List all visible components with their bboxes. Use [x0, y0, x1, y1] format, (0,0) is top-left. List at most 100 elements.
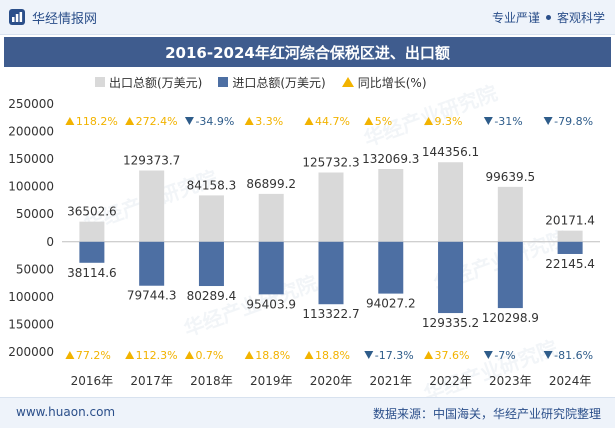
footer-source: 数据来源：中国海关，华经产业研究院整理: [372, 407, 601, 421]
legend-import-label: 进口总额(万美元): [232, 75, 326, 90]
export-value-label: 84158.3: [187, 178, 237, 192]
export-growth-label: -34.9%: [195, 115, 234, 128]
x-tick-label: 2017年: [130, 374, 173, 388]
import-growth-label: 0.7%: [195, 349, 223, 362]
import-bar: [557, 241, 583, 254]
growth-up-icon: [424, 117, 434, 125]
growth-down-icon: [483, 351, 493, 359]
import-growth-label: 18.8%: [315, 349, 350, 362]
growth-up-icon: [65, 117, 75, 125]
growth-up-icon: [364, 117, 374, 125]
export-growth-label: 3.3%: [255, 115, 283, 128]
import-growth-label: 77.2%: [76, 349, 111, 362]
import-growth-label: -7%: [494, 349, 515, 362]
x-tick-label: 2020年: [310, 374, 353, 388]
y-tick-label: 150000: [8, 152, 54, 166]
growth-down-icon: [184, 117, 194, 125]
growth-up-icon: [244, 117, 254, 125]
footer: www.huaon.com 数据来源：中国海关，华经产业研究院整理: [0, 397, 615, 428]
footer-url[interactable]: www.huaon.com: [16, 405, 116, 419]
export-bar: [378, 168, 404, 242]
x-tick-label: 2023年: [489, 374, 532, 388]
import-bar: [378, 241, 404, 294]
legend-import[interactable]: 进口总额(万美元): [218, 74, 326, 91]
growth-up-icon: [125, 117, 135, 125]
y-tick-label: 200000: [8, 125, 54, 139]
legend-growth[interactable]: 同比增长(%): [341, 74, 427, 91]
legend-export-swatch: [95, 77, 105, 87]
export-growth-label: -79.8%: [554, 115, 593, 128]
growth-up-icon: [65, 351, 75, 359]
top-bar: 华经情报网 专业严谨 客观科学: [0, 0, 615, 35]
growth-down-icon: [364, 351, 374, 359]
y-tick-label: 250000: [8, 97, 54, 111]
export-bar: [139, 170, 165, 242]
export-growth-label: -31%: [494, 115, 522, 128]
brand-name: 华经情报网: [32, 11, 98, 27]
x-tick-label: 2018年: [190, 374, 233, 388]
export-bar: [557, 230, 583, 242]
import-bar: [139, 241, 165, 286]
x-tick-label: 2021年: [370, 374, 413, 388]
export-value-label: 99639.5: [486, 170, 536, 184]
import-bar: [258, 241, 284, 295]
import-growth-label: 18.8%: [255, 349, 290, 362]
legend-export-label: 出口总额(万美元): [109, 75, 203, 90]
export-value-label: 132069.3: [362, 152, 419, 166]
export-growth-label: 118.2%: [76, 115, 118, 128]
y-tick-label: 0: [46, 235, 54, 249]
import-bar: [318, 241, 344, 305]
slogan-dot-icon: [545, 15, 551, 20]
y-tick-label: 100000: [8, 290, 54, 304]
growth-up-icon: [304, 117, 314, 125]
growth-up-icon: [125, 351, 135, 359]
import-growth-label: 112.3%: [136, 349, 178, 362]
legend-growth-triangle-icon: [341, 77, 354, 87]
import-value-label: 94027.2: [366, 297, 416, 311]
export-bar: [198, 195, 224, 242]
growth-up-icon: [424, 351, 434, 359]
export-bar: [258, 193, 284, 242]
import-bar: [438, 241, 464, 314]
import-value-label: 129335.2: [422, 316, 479, 330]
y-tick-label: 50000: [16, 262, 54, 276]
y-tick-label: 100000: [8, 180, 54, 194]
import-growth-label: -17.3%: [375, 349, 414, 362]
export-growth-label: 5%: [375, 115, 392, 128]
import-value-label: 120298.9: [482, 311, 539, 325]
y-tick-label: 200000: [8, 345, 54, 359]
import-bar: [497, 241, 523, 309]
chart-area: 250000 200000 150000 100000 50000 0 50000 10000…: [8, 97, 600, 388]
export-growth-label: 272.4%: [136, 115, 178, 128]
export-bar: [438, 162, 464, 242]
growth-down-icon: [483, 117, 493, 125]
legend-export[interactable]: 出口总额(万美元): [95, 74, 202, 91]
x-tick-label: 2022年: [429, 374, 472, 388]
export-growth-label: 9.3%: [435, 115, 463, 128]
growth-up-icon: [244, 351, 254, 359]
export-growth-label: 44.7%: [315, 115, 350, 128]
x-tick-label: 2024年: [549, 374, 592, 388]
growth-down-icon: [543, 117, 553, 125]
x-tick-label: 2019年: [250, 374, 293, 388]
export-value-label: 86899.2: [246, 177, 296, 191]
export-bar: [318, 172, 344, 242]
import-bar: [198, 241, 224, 287]
import-value-label: 38114.6: [67, 266, 117, 280]
import-growth-label: 37.6%: [435, 349, 470, 362]
import-bar: [79, 241, 105, 263]
brand[interactable]: 华经情报网: [8, 7, 97, 27]
y-tick-label: 50000: [16, 207, 54, 221]
legend-growth-label: 同比增长(%): [357, 75, 427, 90]
brand-logo-icon: [9, 9, 25, 25]
growth-up-icon: [184, 351, 194, 359]
growth-up-icon: [304, 351, 314, 359]
import-value-label: 113322.7: [302, 307, 359, 321]
import-value-label: 22145.4: [545, 257, 595, 271]
export-value-label: 125732.3: [302, 155, 359, 169]
slogan-left: 专业严谨: [491, 11, 540, 25]
y-tick-label: 150000: [8, 317, 54, 331]
export-value-label: 144356.1: [422, 145, 479, 159]
legend: 出口总额(万美元) 进口总额(万美元) 同比增长(%): [95, 74, 443, 90]
import-value-label: 95403.9: [246, 297, 296, 311]
